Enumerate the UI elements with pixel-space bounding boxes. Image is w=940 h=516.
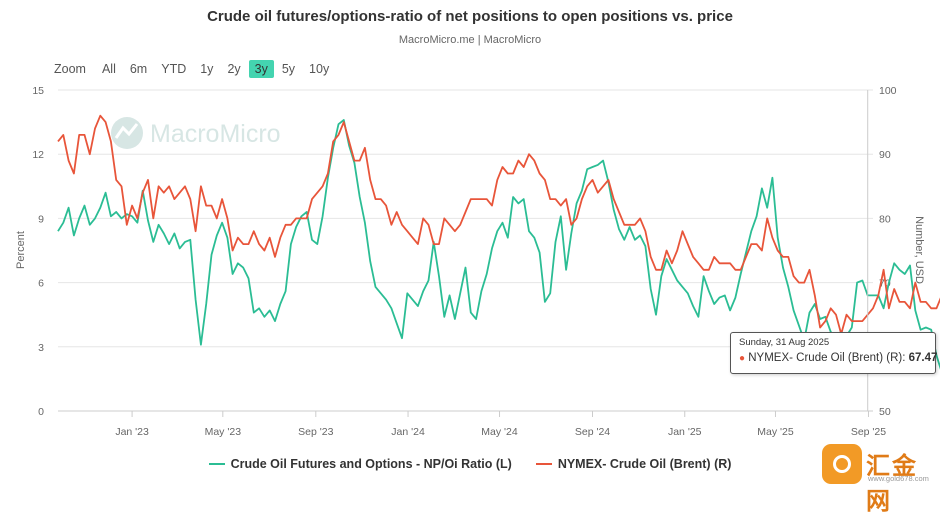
right-tick-label: 80: [879, 213, 891, 225]
right-axis-title: Number, USD: [913, 216, 925, 284]
badge-url: www.gold678.com: [868, 474, 929, 483]
x-tick-label: May '23: [205, 426, 242, 438]
watermark-text: MacroMicro: [150, 120, 281, 148]
x-tick-label: May '25: [757, 426, 794, 438]
site-badge[interactable]: 汇金网 www.gold678.com: [822, 444, 932, 515]
left-tick-label: 9: [38, 213, 44, 225]
range-button-all[interactable]: All: [101, 62, 116, 76]
range-button-5y[interactable]: 5y: [281, 62, 296, 76]
range-button-10y[interactable]: 10y: [309, 62, 330, 76]
left-tick-label: 3: [38, 342, 44, 354]
legend-label-ratio: Crude Oil Futures and Options - NP/Oi Ra…: [230, 457, 512, 471]
left-tick-label: 12: [32, 149, 44, 161]
macromicro-watermark: MacroMicro: [111, 117, 281, 149]
legend-item-ratio[interactable]: Crude Oil Futures and Options - NP/Oi Ra…: [208, 457, 512, 471]
left-axis-ticks: 0 3 6 9 12 15: [32, 85, 44, 418]
line-chart[interactable]: MacroMicro Jan '23 May '23 Sep '23 Jan '24 M…: [0, 0, 940, 450]
zoom-label: Zoom: [54, 62, 86, 76]
tooltip-date: Sunday, 31 Aug 2025: [739, 337, 830, 348]
range-button-6m[interactable]: 6m: [129, 62, 148, 76]
legend-swatch-ratio: [208, 463, 225, 465]
left-axis-title: Percent: [15, 231, 27, 269]
chart-legend: Crude Oil Futures and Options - NP/Oi Ra…: [0, 457, 940, 471]
x-tick-label: Sep '25: [851, 426, 886, 438]
right-tick-label: 50: [879, 406, 891, 418]
tooltip-row: ● NYMEX- Crude Oil (Brent) (R): 67.47: [739, 352, 937, 364]
ratio-series-line: [57, 119, 940, 370]
right-tick-label: 100: [879, 85, 897, 97]
range-button-3y[interactable]: 3y: [248, 60, 274, 78]
tooltip-dot-icon: ●: [739, 353, 746, 364]
legend-swatch-brent: [535, 463, 552, 465]
x-tick-label: Jan '25: [668, 426, 702, 438]
range-selector: Zoom All 6m YTD 1y 2y 3y 5y 10y: [54, 60, 337, 78]
range-button-2y[interactable]: 2y: [227, 62, 241, 76]
x-tick-label: Jan '23: [115, 426, 149, 438]
chart-title: Crude oil futures/options-ratio of net p…: [207, 8, 733, 25]
right-tick-label: 90: [879, 149, 891, 161]
x-tick-label: Jan '24: [391, 426, 425, 438]
chart-subtitle: MacroMicro.me | MacroMicro: [398, 34, 542, 46]
legend-item-brent[interactable]: NYMEX- Crude Oil (Brent) (R): [535, 457, 732, 471]
range-button-1y[interactable]: 1y: [200, 62, 214, 76]
tooltip-value: 67.47: [908, 352, 938, 364]
chart-tooltip: Sunday, 31 Aug 2025 ● NYMEX- Crude Oil (…: [730, 332, 937, 374]
brent-series-line: [57, 114, 940, 335]
series-lines: [57, 114, 940, 370]
x-axis-ticks: Jan '23 May '23 Sep '23 Jan '24 May '24 Sep '…: [115, 411, 886, 438]
x-tick-label: Sep '23: [298, 426, 333, 438]
x-tick-label: May '24: [481, 426, 518, 438]
legend-label-brent: NYMEX- Crude Oil (Brent) (R): [557, 457, 732, 471]
tooltip-series-label: NYMEX- Crude Oil (Brent) (R):: [748, 352, 906, 364]
left-tick-label: 6: [38, 278, 44, 290]
range-button-ytd[interactable]: YTD: [161, 62, 187, 76]
left-tick-label: 0: [38, 406, 44, 418]
gold-logo-icon: [822, 444, 862, 484]
x-tick-label: Sep '24: [575, 426, 610, 438]
left-tick-label: 15: [32, 85, 44, 97]
